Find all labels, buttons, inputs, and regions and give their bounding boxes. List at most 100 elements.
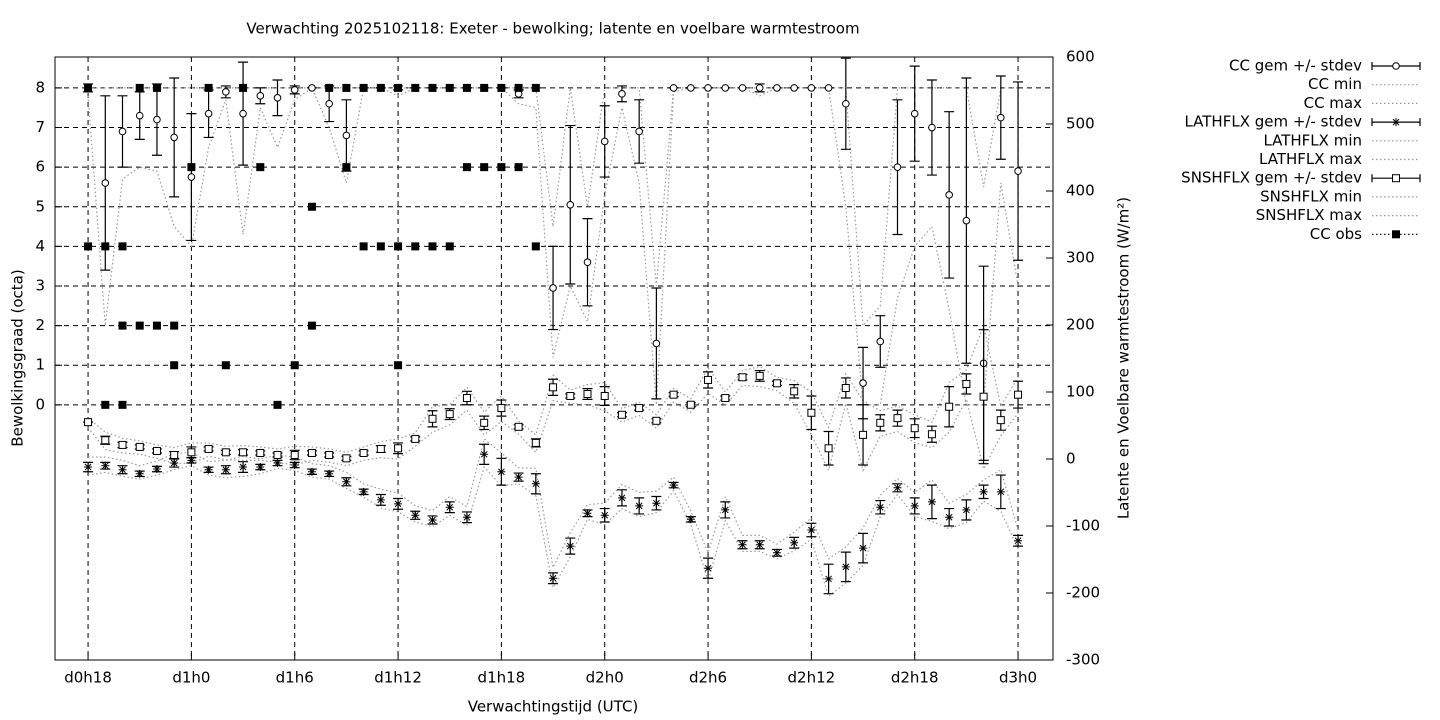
data-point — [514, 422, 523, 431]
data-point — [738, 373, 747, 382]
x-axis-label: Verwachtingstijd (UTC) — [468, 698, 639, 716]
data-point — [738, 540, 747, 549]
data-point — [531, 242, 540, 251]
data-point — [962, 379, 971, 388]
data-point — [790, 387, 799, 396]
legend-label: LATHFLX max — [1259, 150, 1362, 168]
data-point — [394, 242, 403, 251]
legend-label: SNSHFLX gem +/- stdev — [1181, 169, 1362, 187]
data-point — [204, 444, 213, 453]
data-point — [221, 448, 230, 457]
data-point — [669, 481, 678, 490]
data-point — [204, 109, 213, 118]
x-tick-label: d1h18 — [478, 669, 526, 687]
data-point — [928, 123, 936, 132]
data-point — [376, 83, 385, 92]
data-point — [239, 83, 248, 92]
y2-tick-label: 500 — [1066, 115, 1095, 133]
range-line — [87, 465, 1019, 598]
x-tick-label: d2h0 — [586, 669, 624, 687]
data-point — [394, 361, 403, 370]
data-point — [566, 200, 575, 209]
x-tick-label: d0h18 — [64, 669, 112, 687]
data-point — [635, 127, 643, 136]
x-tick-label: d2h12 — [788, 669, 836, 687]
data-point — [273, 450, 282, 459]
data-point — [549, 383, 558, 392]
data-point — [221, 361, 230, 370]
y2-tick-label: 400 — [1066, 182, 1095, 200]
data-point — [170, 450, 179, 459]
data-point — [755, 540, 764, 549]
data-point — [497, 404, 506, 413]
data-point — [290, 450, 299, 459]
data-point — [790, 538, 799, 547]
data-point — [824, 84, 833, 92]
data-point — [394, 444, 403, 453]
x-tick-label: d1h6 — [276, 669, 314, 687]
data-point — [239, 463, 248, 472]
data-point — [118, 440, 127, 449]
data-point — [187, 163, 196, 172]
data-point — [910, 424, 919, 433]
data-point — [204, 465, 213, 474]
data-point — [428, 83, 437, 92]
data-point — [531, 479, 540, 488]
data-point — [531, 438, 540, 447]
data-point — [669, 84, 678, 92]
data-point — [497, 163, 506, 172]
chart-title: Verwachting 2025102118: Exeter - bewolki… — [246, 20, 859, 38]
legend-swatch — [1392, 118, 1400, 127]
data-point — [790, 84, 798, 92]
data-point — [359, 448, 368, 457]
data-point — [445, 242, 454, 251]
data-point — [84, 418, 93, 427]
data-point — [273, 459, 282, 468]
data-point — [945, 402, 954, 411]
data-point — [772, 379, 781, 388]
data-point — [84, 242, 93, 251]
data-point — [411, 83, 420, 92]
data-point — [359, 242, 368, 251]
data-point — [824, 444, 833, 453]
data-point — [101, 436, 110, 445]
y-axis-label: Bewolkingsgraad (octa) — [9, 269, 27, 446]
data-point — [221, 465, 230, 474]
data-point — [256, 92, 265, 100]
data-point — [152, 465, 161, 474]
data-point — [204, 83, 213, 92]
data-point — [480, 163, 489, 172]
y-tick-label: 2 — [35, 316, 45, 334]
data-point — [497, 467, 506, 476]
y2-tick-label: 100 — [1066, 383, 1095, 401]
legend-label: LATHFLX min — [1263, 131, 1362, 149]
data-point — [566, 392, 575, 401]
data-point — [583, 258, 592, 267]
data-point — [549, 574, 558, 583]
data-point — [893, 414, 902, 423]
data-point — [428, 515, 437, 524]
data-point — [1014, 390, 1023, 399]
data-point — [738, 84, 747, 92]
data-point — [170, 321, 179, 330]
data-point — [617, 410, 626, 419]
x-tick-label: d2h6 — [689, 669, 727, 687]
data-point — [118, 321, 127, 330]
data-point — [135, 469, 144, 478]
legend-label: CC min — [1308, 75, 1362, 93]
data-point — [876, 503, 885, 512]
data-point — [893, 163, 902, 171]
y-tick-label: 1 — [35, 356, 45, 374]
data-point — [153, 115, 161, 124]
data-point — [462, 83, 471, 92]
data-point — [325, 450, 334, 459]
data-point — [927, 497, 936, 506]
data-point — [342, 454, 351, 463]
data-point — [704, 564, 713, 573]
data-point — [394, 83, 403, 92]
y2-tick-label: 600 — [1066, 48, 1095, 66]
data-point — [256, 163, 265, 172]
data-point — [462, 513, 471, 522]
data-point — [962, 216, 971, 225]
